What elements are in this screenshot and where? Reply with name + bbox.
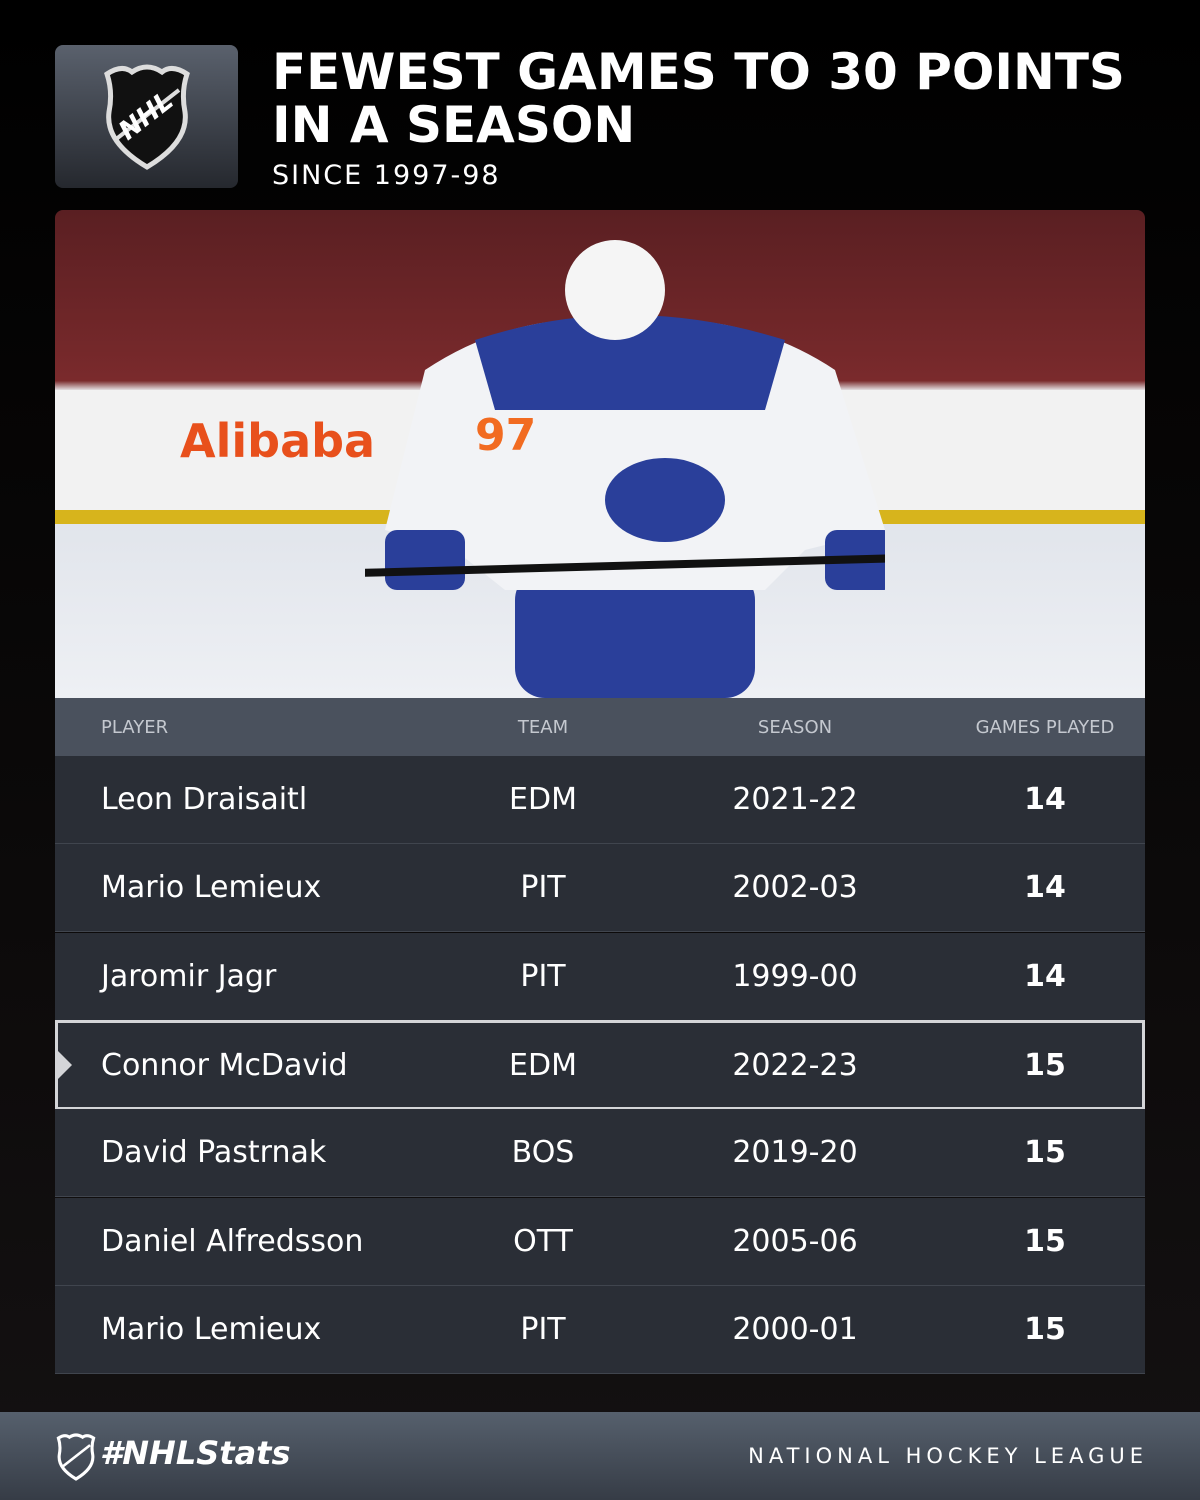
cell-player: Mario Lemieux: [101, 870, 322, 906]
hashtag: #NHLStats: [100, 1434, 291, 1472]
cell-team: BOS: [511, 1135, 575, 1171]
nhl-logo-box: NHL: [55, 45, 238, 188]
table-row: Mario Lemieux PIT 2000-01 15: [55, 1285, 1145, 1374]
cell-player: Mario Lemieux: [101, 1311, 322, 1347]
cell-season: 1999-00: [732, 958, 858, 994]
table-row: Leon Draisaitl EDM 2021-22 14: [55, 756, 1145, 844]
cell-team: PIT: [520, 1311, 566, 1347]
cell-player: Jaromir Jagr: [101, 958, 277, 994]
cell-games: 14: [1024, 958, 1066, 994]
col-season: SEASON: [757, 716, 833, 738]
cell-team: PIT: [520, 870, 566, 906]
col-games-played: GAMES PLAYED: [975, 716, 1115, 738]
jersey-number: 97: [475, 410, 536, 461]
table-row: Jaromir Jagr PIT 1999-00 14: [55, 932, 1145, 1021]
table-row: David Pastrnak BOS 2019-20 15: [55, 1109, 1145, 1198]
cell-player: Connor McDavid: [101, 1047, 348, 1083]
cell-games: 15: [1024, 1311, 1066, 1347]
player-figure: 97: [365, 240, 885, 698]
league-name: NATIONAL HOCKEY LEAGUE: [748, 1444, 1148, 1468]
cell-season: 2022-23: [732, 1047, 858, 1083]
cell-games: 15: [1024, 1223, 1066, 1259]
col-team: TEAM: [517, 716, 569, 738]
cell-team: OTT: [513, 1223, 573, 1259]
table-row: Mario Lemieux PIT 2002-03 14: [55, 844, 1145, 933]
cell-team: EDM: [509, 782, 577, 817]
cell-games: 15: [1024, 1047, 1066, 1083]
table-row-highlighted: Connor McDavid EDM 2022-23 15: [55, 1020, 1145, 1110]
cell-season: 2019-20: [732, 1135, 858, 1171]
cell-player: Daniel Alfredsson: [101, 1223, 364, 1259]
cell-season: 2002-03: [732, 870, 858, 906]
highlight-arrow-icon: [58, 1051, 72, 1079]
title-line-1: FEWEST GAMES TO 30 POINTS: [272, 43, 1125, 101]
page-title: FEWEST GAMES TO 30 POINTS IN A SEASON: [272, 46, 1125, 152]
board-ad-text: Alibaba: [180, 414, 376, 468]
cell-team: EDM: [509, 1047, 577, 1083]
cell-season: 2000-01: [732, 1311, 858, 1347]
table-row: Daniel Alfredsson OTT 2005-06 15: [55, 1197, 1145, 1286]
footer: #NHLStats NATIONAL HOCKEY LEAGUE: [0, 1412, 1200, 1500]
player-photo: Alibaba 97: [55, 210, 1145, 698]
table-header: PLAYER TEAM SEASON GAMES PLAYED: [55, 698, 1145, 756]
cell-team: PIT: [520, 958, 566, 994]
nhl-shield-logo: NHL: [103, 64, 190, 170]
title-line-2: IN A SEASON: [272, 96, 636, 154]
subtitle: SINCE 1997-98: [272, 160, 501, 191]
cell-player: Leon Draisaitl: [101, 782, 308, 817]
cell-season: 2005-06: [732, 1223, 858, 1259]
cell-season: 2021-22: [732, 782, 858, 817]
cell-player: David Pastrnak: [101, 1135, 327, 1171]
cell-games: 15: [1024, 1135, 1066, 1171]
nhl-small-logo: [56, 1433, 96, 1481]
col-player: PLAYER: [101, 716, 169, 738]
cell-games: 14: [1024, 870, 1066, 906]
cell-games: 14: [1024, 782, 1066, 817]
